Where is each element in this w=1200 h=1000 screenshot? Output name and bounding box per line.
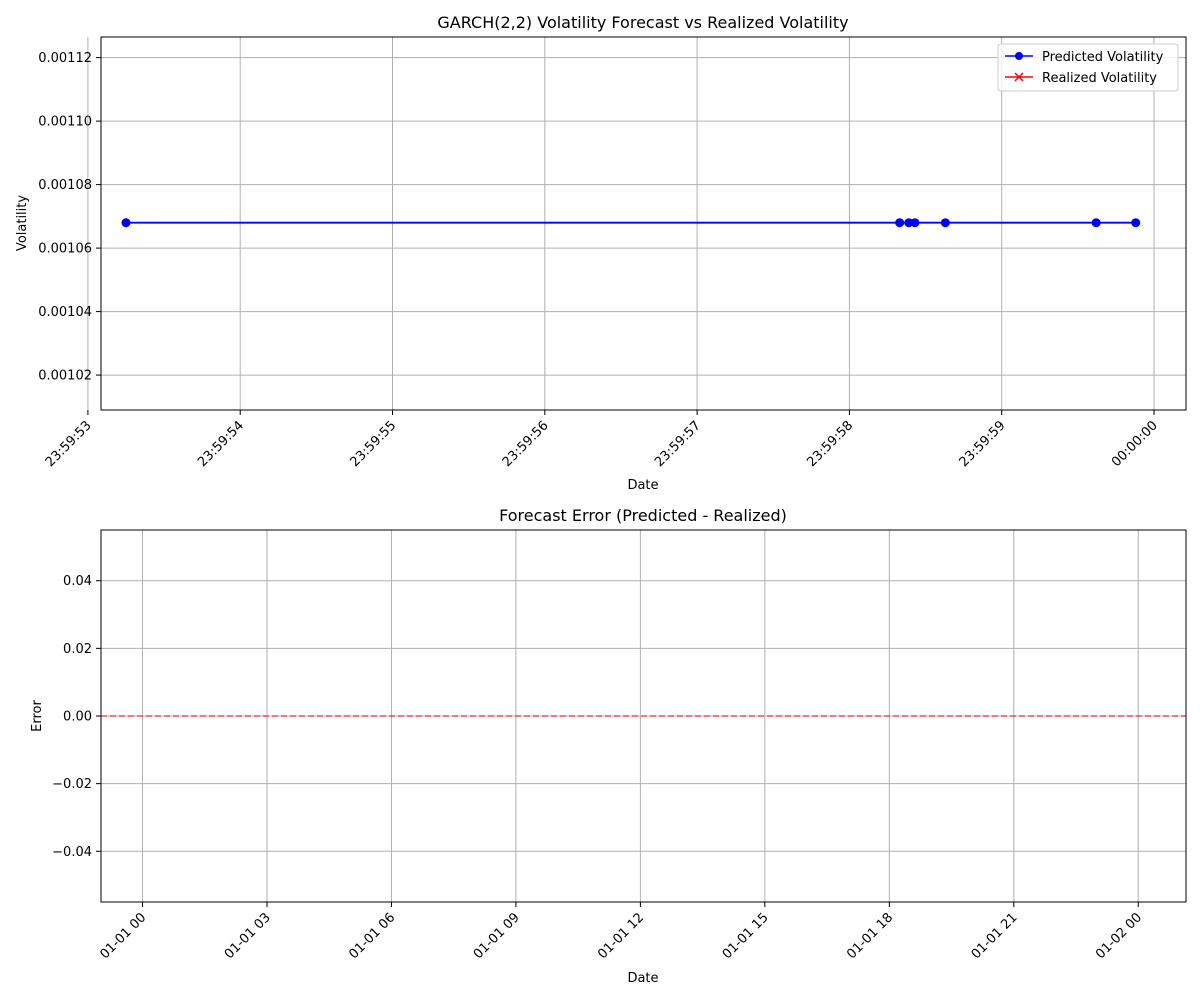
y-tick-label: −0.02: [52, 777, 92, 792]
series-layer: [121, 218, 1141, 228]
y-axis-title: Error: [30, 700, 45, 732]
x-tick-label: 23:59:55: [347, 418, 399, 470]
y-tick-label: 0.04: [63, 574, 92, 589]
x-tick-label: 01-01 18: [844, 910, 896, 962]
x-axis-title: Date: [627, 478, 658, 493]
x-tick-label: 23:59:54: [195, 418, 247, 470]
data-point: [910, 218, 920, 228]
y-axis: −0.04 −0.02 0.00 0.02 0.04: [52, 574, 101, 860]
y-tick-label: 0.02: [63, 642, 92, 657]
x-tick-label: 01-01 15: [720, 910, 772, 962]
y-tick-label: 0.00104: [38, 305, 92, 320]
chart-title: Forecast Error (Predicted - Realized): [499, 506, 787, 525]
legend: Predicted Volatility Realized Volatility: [997, 43, 1179, 92]
x-tick-label: 23:59:56: [500, 418, 552, 470]
legend-label-predicted: Predicted Volatility: [1042, 50, 1164, 65]
data-point: [940, 218, 950, 228]
x-axis-title: Date: [627, 971, 658, 986]
legend-box: [997, 43, 1179, 92]
x-tick-label: 23:59:59: [957, 418, 1009, 470]
x-axis: 01-01 00 01-01 03 01-01 06 01-01 09 01-01 12…: [97, 902, 1145, 962]
x-tick-label: 23:59:58: [804, 418, 856, 470]
legend-label-realized: Realized Volatility: [1042, 71, 1157, 86]
data-point: [1091, 218, 1101, 228]
data-point: [895, 218, 905, 228]
x-tick-label: 01-01 06: [346, 910, 398, 962]
plot-frame: [100, 36, 1187, 411]
y-tick-label: −0.04: [52, 845, 92, 860]
y-axis: 0.00102 0.00104 0.00106 0.00108 0.00110 0.001…: [38, 51, 101, 384]
y-tick-label: 0.00110: [38, 115, 92, 130]
x-tick-label: 01-01 03: [222, 910, 274, 962]
x-tick-label: 01-01 21: [969, 910, 1021, 962]
x-tick-label: 01-01 09: [471, 910, 523, 962]
x-tick-label: 23:59:57: [652, 418, 704, 470]
x-tick-label: 00:00:00: [1109, 418, 1161, 470]
y-tick-label: 0.00: [63, 710, 92, 725]
x-tick-label: 01-01 12: [595, 910, 647, 962]
chart-forecast-error: Forecast Error (Predicted - Realized) 01…: [30, 506, 1187, 986]
x-tick-label: 01-01 00: [97, 910, 149, 962]
chart-volatility: GARCH(2,2) Volatility Forecast vs Realiz…: [15, 13, 1187, 493]
y-tick-label: 0.00102: [38, 369, 92, 384]
y-tick-label: 0.00108: [38, 178, 92, 193]
y-tick-label: 0.00112: [38, 51, 92, 66]
legend-marker-predicted: [1015, 52, 1023, 60]
x-tick-label: 23:59:53: [43, 418, 95, 470]
chart-title: GARCH(2,2) Volatility Forecast vs Realiz…: [437, 13, 848, 32]
y-tick-label: 0.00106: [38, 242, 92, 257]
y-axis-title: Volatility: [15, 195, 30, 251]
legend-marker-realized: [1014, 72, 1024, 82]
data-point: [121, 218, 131, 228]
x-axis: 23:59:53 23:59:54 23:59:55 23:59:56 23:59:57…: [43, 410, 1161, 470]
x-tick-label: 01-02 00: [1093, 910, 1145, 962]
data-point: [1131, 218, 1141, 228]
